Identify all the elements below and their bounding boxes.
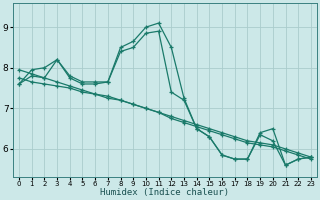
X-axis label: Humidex (Indice chaleur): Humidex (Indice chaleur)	[100, 188, 229, 197]
